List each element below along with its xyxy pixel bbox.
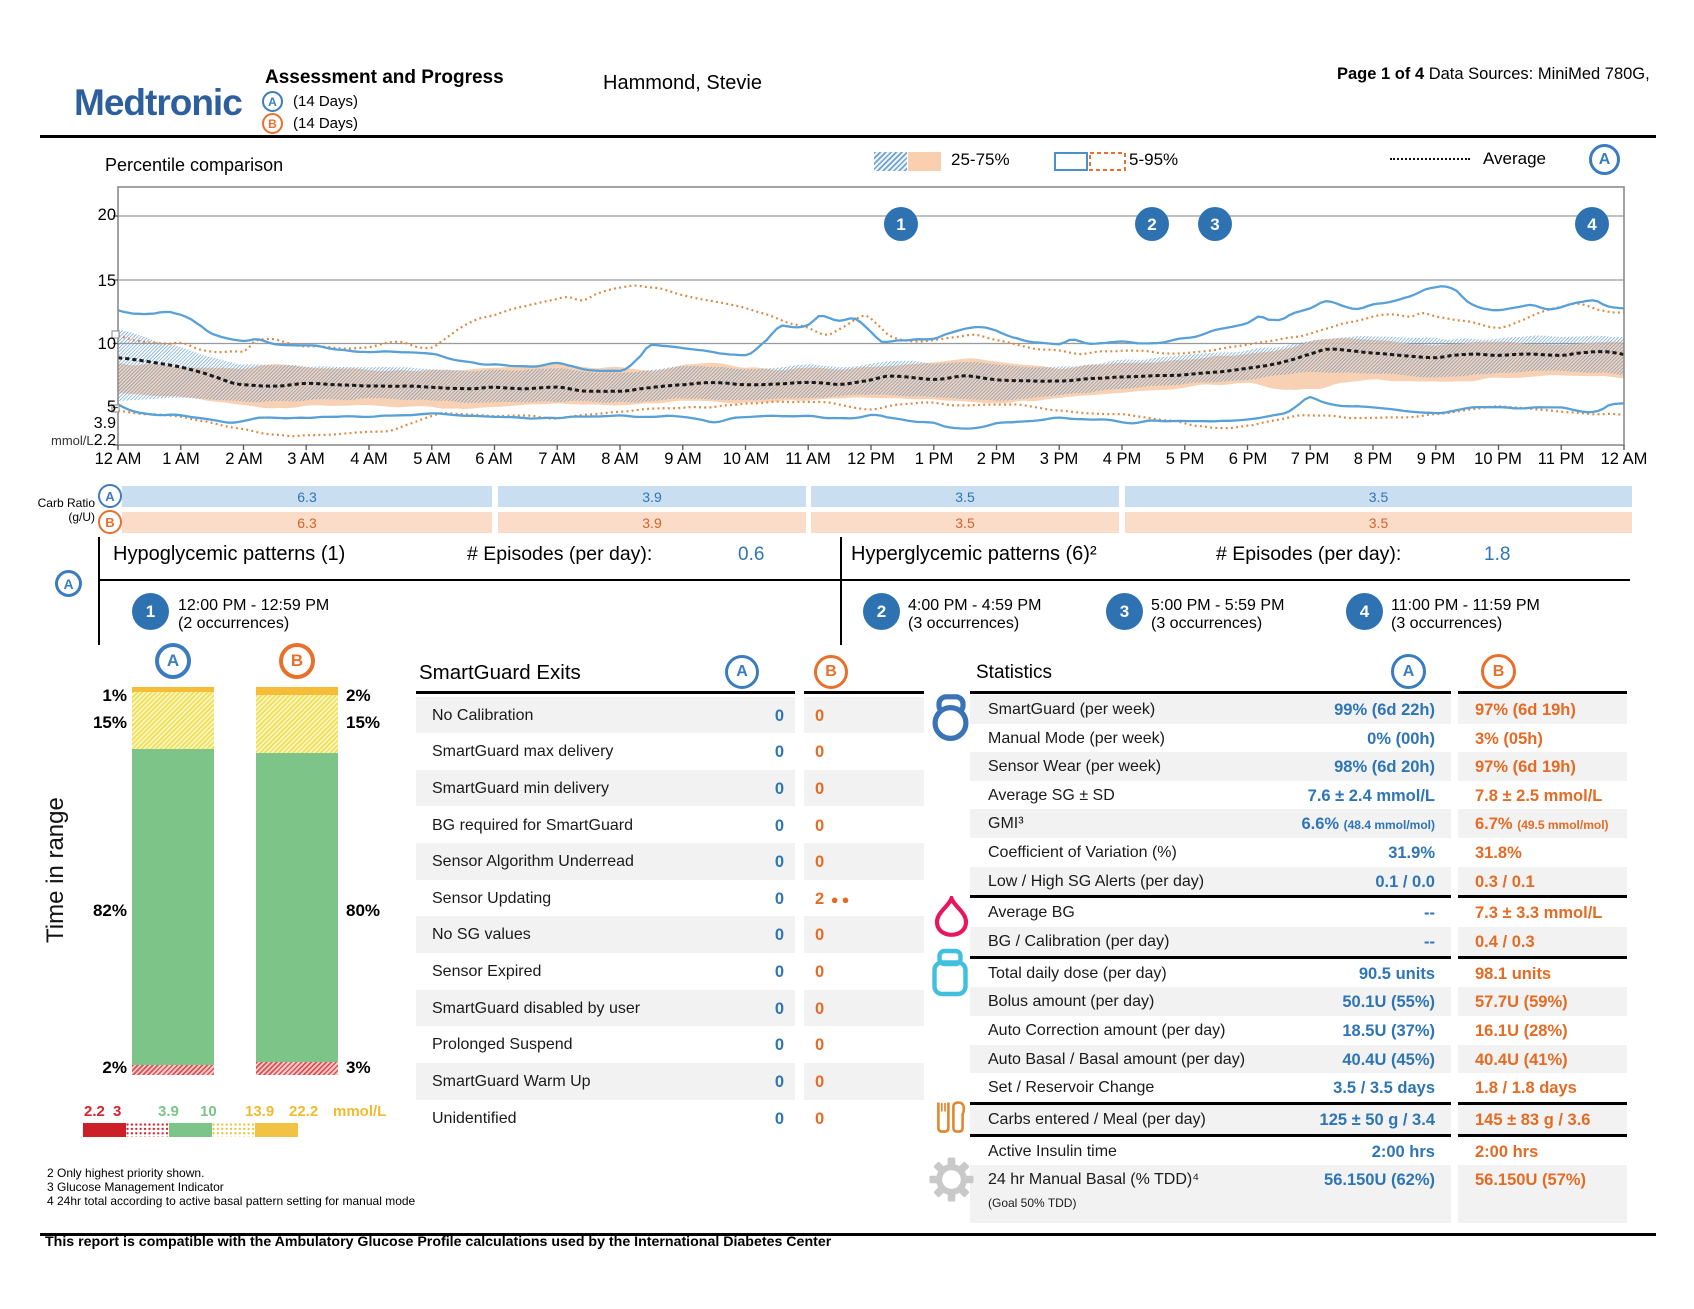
svg-text:2: 2 bbox=[1147, 215, 1156, 234]
svg-text:4: 4 bbox=[1587, 215, 1597, 234]
svg-text:1: 1 bbox=[896, 215, 905, 234]
svg-text:3: 3 bbox=[1210, 215, 1219, 234]
